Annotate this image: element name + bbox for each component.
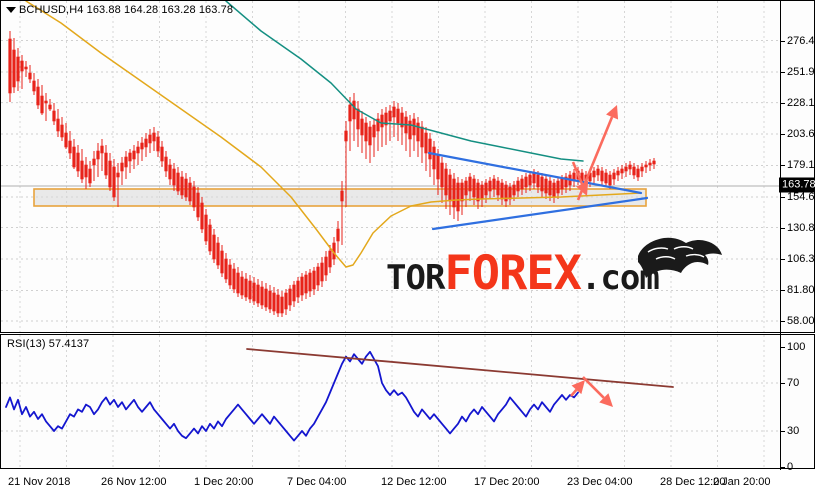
price-chart-svg [1,1,780,332]
price-axis-label: 203.60 [787,128,815,141]
rsi-panel-header: RSI(13) 57.4137 [7,338,90,350]
price-axis-label: 154.60 [787,190,815,203]
x-axis-date-label: 1 Dec 20:00 [194,476,254,488]
rsi-axis-line [780,335,781,470]
rsi-axis-tick [780,383,785,384]
rsi-axis-label: 0 [787,461,794,473]
price-axis-tick [780,134,785,136]
triangle-upper [427,151,643,195]
price-axis-tick [780,196,785,198]
rsi-axis-tick [780,347,785,348]
price-axis-label: 106.30 [787,252,815,265]
chevron-down-icon[interactable] [6,7,16,13]
price-plot-area[interactable] [1,1,814,332]
forecast-up-arrow [576,105,619,201]
x-axis-date-label: 23 Dec 04:00 [567,476,633,488]
candlestick-series [8,31,656,317]
price-axis-tick [780,258,785,260]
triangle-lower [431,196,649,231]
price-axis-label: 58.00 [787,315,815,327]
price-panel-header: BCHUSD,H4 163.88 164.28 163.28 163.78 [19,4,234,16]
x-axis-date-label: 12 Dec 12:00 [381,476,447,488]
price-axis-tick [780,290,785,292]
price-axis-tick [780,40,785,42]
x-axis-date-label: 21 Nov 2018 [8,476,71,488]
rsi-forecast-down-arrow [570,380,585,397]
rsi-axis-label: 100 [787,341,806,353]
price-axis-label: 81.80 [787,284,815,297]
price-axis-tick [780,227,785,229]
ma-line-ma-fast [225,1,584,162]
rsi-axis-label: 70 [787,377,800,389]
rsi-indicator-panel[interactable]: RSI(13) 57.4137 100 70 30 0 [0,334,815,473]
rsi-uptrend-line [246,348,674,388]
x-axis-date-label: 28 Dec 12:00 [660,476,726,488]
price-chart-panel[interactable]: BCHUSD,H4 163.88 164.28 163.28 163.78 27… [0,0,815,334]
price-axis-label: 251.90 [787,66,815,79]
price-axis-label: 276.40 [787,34,815,47]
x-axis-date-labels: 21 Nov 2018 26 Nov 12:00 1 Dec 20:00 7 Dec … [0,470,815,497]
price-axis-label: 130.80 [787,221,815,234]
current-price-badge: 163.78 [779,177,815,193]
price-axis-label: 228.10 [787,96,815,109]
rsi-chart-svg [1,335,780,468]
x-axis-date-label: 17 Dec 20:00 [474,476,540,488]
rsi-axis-label: 30 [787,425,800,437]
rsi-line [5,350,579,442]
price-axis-label: 179.10 [787,159,815,172]
ma-line-ma-slow [25,1,642,268]
rsi-axis-tick [780,431,785,432]
rsi-axis-tick [780,467,785,468]
rsi-plot-area[interactable] [1,335,814,468]
price-axis-tick [780,321,785,322]
price-axis-line [780,1,781,334]
x-axis-date-label: 7 Dec 04:00 [287,476,347,488]
price-axis-tick [780,72,785,74]
x-axis-date-label: 2 Jan 20:00 [713,476,771,488]
price-axis-tick [780,165,785,167]
rsi-forecast-up-arrow [582,376,613,407]
x-axis-date-label: 26 Nov 12:00 [101,476,167,488]
price-axis-tick [780,102,785,104]
